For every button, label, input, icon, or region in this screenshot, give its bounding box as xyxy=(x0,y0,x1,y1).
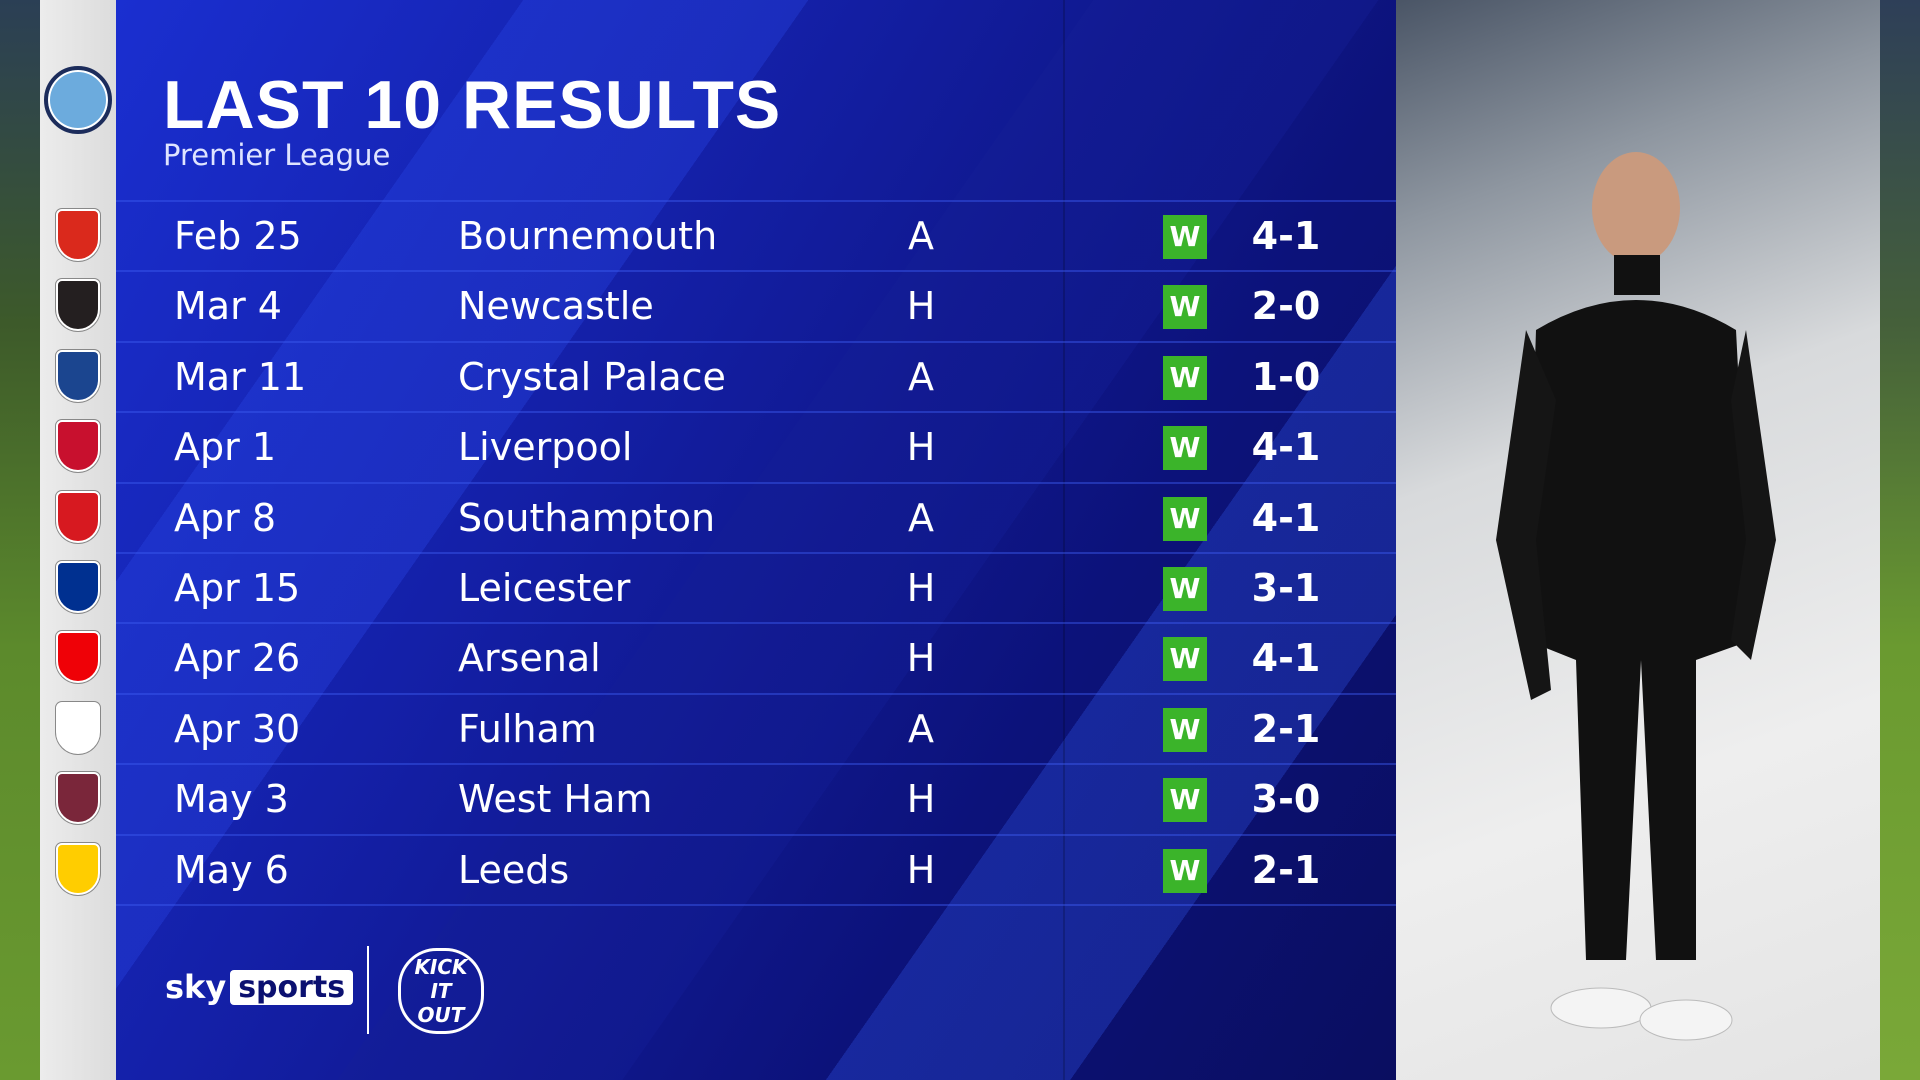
match-date: Apr 8 xyxy=(174,495,276,540)
match-date: Apr 15 xyxy=(174,566,301,610)
pitch-background-left xyxy=(0,0,40,1080)
opponent-name: Leeds xyxy=(458,847,570,892)
match-date: Apr 1 xyxy=(174,425,276,470)
score: 4-1 xyxy=(1251,636,1321,681)
match-date: Apr 26 xyxy=(174,636,301,681)
row-divider xyxy=(116,904,1396,906)
column-divider xyxy=(1063,0,1065,1080)
sports-logo-text: sports xyxy=(230,969,354,1005)
result-badge: W xyxy=(1163,426,1207,471)
result-row: Apr 30 Fulham A W 2-1 xyxy=(116,692,1396,763)
opponent-name: Fulham xyxy=(458,706,597,751)
logo-divider xyxy=(367,946,369,1034)
opponent-crest-icon xyxy=(52,278,104,332)
venue: H xyxy=(906,566,936,610)
venue: H xyxy=(906,777,936,822)
sky-sports-logo: sky sports xyxy=(165,968,354,1006)
result-row: Mar 11 Crystal Palace A W 1-0 xyxy=(116,340,1396,411)
opponent-crest-icon xyxy=(52,349,104,403)
score: 3-0 xyxy=(1251,777,1321,822)
opponent-crest-icon xyxy=(52,208,104,262)
venue: A xyxy=(908,214,934,258)
result-row: Apr 15 Leicester H W 3-1 xyxy=(116,552,1396,622)
score: 4-1 xyxy=(1251,425,1321,470)
match-date: May 3 xyxy=(174,777,289,822)
result-badge: W xyxy=(1163,707,1207,752)
result-badge: W xyxy=(1163,496,1207,541)
venue: H xyxy=(906,284,936,329)
venue: H xyxy=(906,636,936,681)
competition-subtitle: Premier League xyxy=(163,138,391,172)
opponent-crest-icon xyxy=(52,419,104,473)
match-date: Feb 25 xyxy=(174,214,302,258)
opponent-crest-icon xyxy=(52,771,104,825)
venue: A xyxy=(908,354,934,399)
manager-photo xyxy=(1396,0,1880,1080)
opponent-crest-icon xyxy=(52,630,104,684)
opponent-name: Crystal Palace xyxy=(458,354,726,399)
opponent-name: Southampton xyxy=(458,495,716,540)
opponent-name: Newcastle xyxy=(458,284,654,329)
venue: H xyxy=(906,425,936,470)
result-row: Apr 1 Liverpool H W 4-1 xyxy=(116,411,1396,481)
score: 4-1 xyxy=(1251,495,1321,540)
score: 2-1 xyxy=(1251,847,1321,892)
opponent-name: Liverpool xyxy=(458,425,633,470)
match-date: May 6 xyxy=(174,847,289,892)
score: 2-0 xyxy=(1251,284,1321,329)
result-row: May 3 West Ham H W 3-0 xyxy=(116,763,1396,833)
result-badge: W xyxy=(1163,778,1207,823)
opponent-crest-icon xyxy=(52,560,104,614)
opponent-crest-icon xyxy=(52,701,104,755)
result-badge: W xyxy=(1163,567,1207,611)
result-badge: W xyxy=(1163,215,1207,259)
match-date: Mar 11 xyxy=(174,354,307,399)
opponent-name: Arsenal xyxy=(458,636,601,681)
match-date: Apr 30 xyxy=(174,706,301,751)
sky-logo-text: sky xyxy=(165,968,227,1006)
result-row: Mar 4 Newcastle H W 2-0 xyxy=(116,270,1396,340)
result-row: Apr 26 Arsenal H W 4-1 xyxy=(116,622,1396,692)
score: 3-1 xyxy=(1251,566,1321,610)
manchester-city-crest-icon xyxy=(44,66,112,134)
opponent-name: Leicester xyxy=(458,566,631,610)
result-badge: W xyxy=(1163,637,1207,682)
result-row: Apr 8 Southampton A W 4-1 xyxy=(116,481,1396,552)
result-badge: W xyxy=(1163,355,1207,400)
pitch-background-right xyxy=(1880,0,1920,1080)
opponent-crest-icon xyxy=(52,842,104,896)
score: 2-1 xyxy=(1251,706,1321,751)
result-badge: W xyxy=(1163,285,1207,330)
venue: A xyxy=(908,495,934,540)
opponent-name: West Ham xyxy=(458,777,653,822)
results-panel: LAST 10 RESULTS Premier League Feb 25 Bo… xyxy=(116,0,1396,1080)
match-date: Mar 4 xyxy=(174,284,282,329)
kick-it-out-logo: KICK IT OUT xyxy=(398,948,484,1034)
venue: H xyxy=(906,847,936,892)
result-row: May 6 Leeds H W 2-1 xyxy=(116,833,1396,904)
score: 4-1 xyxy=(1251,214,1321,258)
manager-figure xyxy=(1496,152,1776,1041)
result-badge: W xyxy=(1163,848,1207,893)
page-title: LAST 10 RESULTS xyxy=(163,67,782,143)
result-row: Feb 25 Bournemouth A W 4-1 xyxy=(116,200,1396,270)
opponent-crest-icon xyxy=(52,490,104,544)
score: 1-0 xyxy=(1251,354,1321,399)
opponent-name: Bournemouth xyxy=(458,214,718,258)
venue: A xyxy=(908,706,934,751)
